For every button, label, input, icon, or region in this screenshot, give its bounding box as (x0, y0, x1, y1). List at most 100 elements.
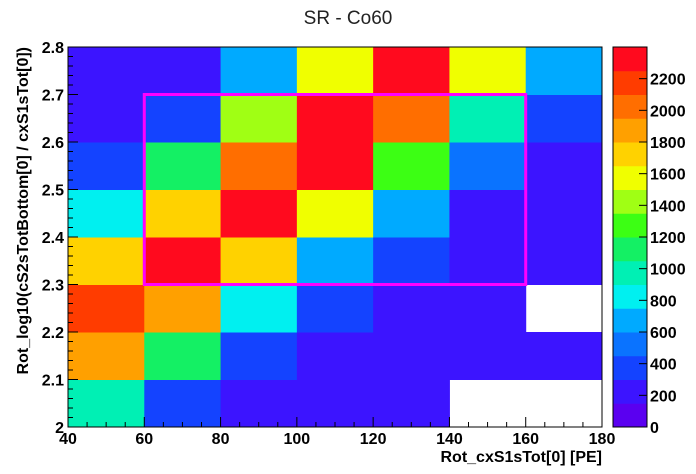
heatmap-cell (373, 332, 450, 380)
heatmap-cell (296, 332, 374, 380)
heatmap-cell (144, 379, 222, 428)
heatmap-cell (144, 189, 222, 238)
x-tick-label: 180 (589, 431, 616, 448)
colorbar-swatch (613, 94, 647, 119)
heatmap-cell (144, 284, 222, 333)
y-tick-label: 2.6 (42, 135, 64, 152)
colorbar-tick-label: 200 (650, 388, 677, 405)
heatmap-cell (373, 379, 450, 428)
color-scale-bar: 0 200 400 600 800 1000 1200 1400 1600 1800 2000 220… (612, 46, 686, 437)
colorbar-tick-label: 600 (650, 325, 677, 342)
y-tick-label: 2.2 (42, 325, 64, 342)
colorbar-tick-label: 1000 (650, 262, 686, 279)
heatmap-cell (68, 94, 145, 143)
y-tick-label: 2.5 (42, 183, 64, 200)
heatmap-cell (525, 332, 603, 380)
colorbar-tick-label: 2000 (650, 103, 686, 120)
colorbar-swatch (613, 118, 647, 143)
colorbar-swatch (613, 237, 647, 262)
heatmap-cell (373, 189, 450, 238)
colorbar-swatch (613, 308, 647, 333)
heatmap-cell (373, 142, 450, 190)
heatmap-cell (220, 332, 298, 380)
heatmap-cell (68, 142, 145, 190)
heatmap-cell (449, 94, 527, 143)
colorbar-tick-label: 400 (650, 357, 677, 374)
colorbar-swatch (613, 142, 647, 167)
y-tick-label: 2 (55, 420, 64, 437)
heatmap-cell (296, 142, 374, 190)
colorbar-tick-label: 2200 (650, 72, 686, 89)
heatmap-cell (449, 332, 527, 380)
heatmap-cell (220, 142, 298, 190)
heatmap-cell (68, 237, 145, 285)
heatmap-cell (525, 94, 603, 143)
x-tick-label: 120 (360, 431, 387, 448)
x-tick-label: 160 (512, 431, 539, 448)
colorbar-swatch (613, 260, 647, 285)
heatmap-cell (449, 142, 527, 190)
heatmap-cells (68, 47, 603, 428)
chart-title: SR - Co60 (304, 8, 393, 29)
colorbar-tick-label: 1800 (650, 135, 686, 152)
heatmap-cell (68, 189, 145, 238)
x-tick-label: 40 (59, 431, 77, 448)
heatmap-cell (373, 94, 450, 143)
x-axis-label: Rot_cxS1sTot[0] [PE] (440, 449, 602, 466)
heatmap-cell (373, 284, 450, 333)
colorbar-swatch (613, 189, 647, 214)
heatmap-cell (220, 94, 298, 143)
colorbar-swatch (613, 379, 647, 404)
heatmap-cell (144, 142, 222, 190)
colorbar-swatch (613, 213, 647, 238)
colorbar-swatch (613, 332, 647, 357)
colorbar-swatch (613, 284, 647, 309)
heatmap-cell (144, 237, 222, 285)
y-tick-label: 2.3 (42, 278, 64, 295)
heatmap-cell (220, 379, 298, 428)
heatmap-cell (296, 189, 374, 238)
y-tick-label: 2.1 (42, 373, 64, 390)
heatmap-cell (449, 47, 527, 95)
colorbar-swatch (613, 70, 647, 95)
heatmap-cell (144, 332, 222, 380)
colorbar-swatch (613, 403, 647, 428)
colorbar-tick-label: 1400 (650, 198, 686, 215)
heatmap-cell (449, 189, 527, 238)
heatmap-cell (68, 284, 145, 333)
colorbar-swatch (613, 165, 647, 190)
heatmap-cell (525, 189, 603, 238)
x-tick-label: 100 (284, 431, 311, 448)
heatmap-cell (68, 332, 145, 380)
heatmap-cell (220, 284, 298, 333)
selection-box (142, 93, 528, 286)
heatmap-cell (373, 47, 450, 95)
heatmap-cell (220, 47, 298, 95)
heatmap-cell (296, 237, 374, 285)
x-tick-label: 80 (212, 431, 230, 448)
heatmap-cell (296, 379, 374, 428)
y-axis-label: Rot_log10(cS2sTotBottom[0] / cxS1sTot[0]… (15, 47, 32, 374)
heatmap-cell (373, 237, 450, 285)
heatmap-cell (525, 142, 603, 190)
colorbar-tick-label: 0 (650, 420, 659, 437)
colorbar-tick-label: 1200 (650, 230, 686, 247)
colorbar-tick-label: 1600 (650, 167, 686, 184)
heatmap-cell (144, 47, 222, 95)
x-tick-label: 140 (436, 431, 463, 448)
axis-ticks: 40 60 80 100 120 140 160 180 2 2.1 2.2 2.3 2.4 2.5 2.6… (42, 40, 616, 448)
heatmap-cell (525, 47, 603, 95)
colorbar-tick-label: 800 (650, 293, 677, 310)
y-tick-label: 2.7 (42, 88, 64, 105)
heatmap-cell (296, 94, 374, 143)
x-tick-label: 60 (135, 431, 153, 448)
heatmap-cell (525, 237, 603, 285)
heatmap-cell (296, 47, 374, 95)
colorbar-swatch (613, 47, 647, 72)
colorbar-swatch (613, 355, 647, 380)
heatmap-cell (449, 237, 527, 285)
heatmap-cell (449, 284, 527, 333)
heatmap-cell (220, 237, 298, 285)
heatmap-cell (220, 189, 298, 238)
